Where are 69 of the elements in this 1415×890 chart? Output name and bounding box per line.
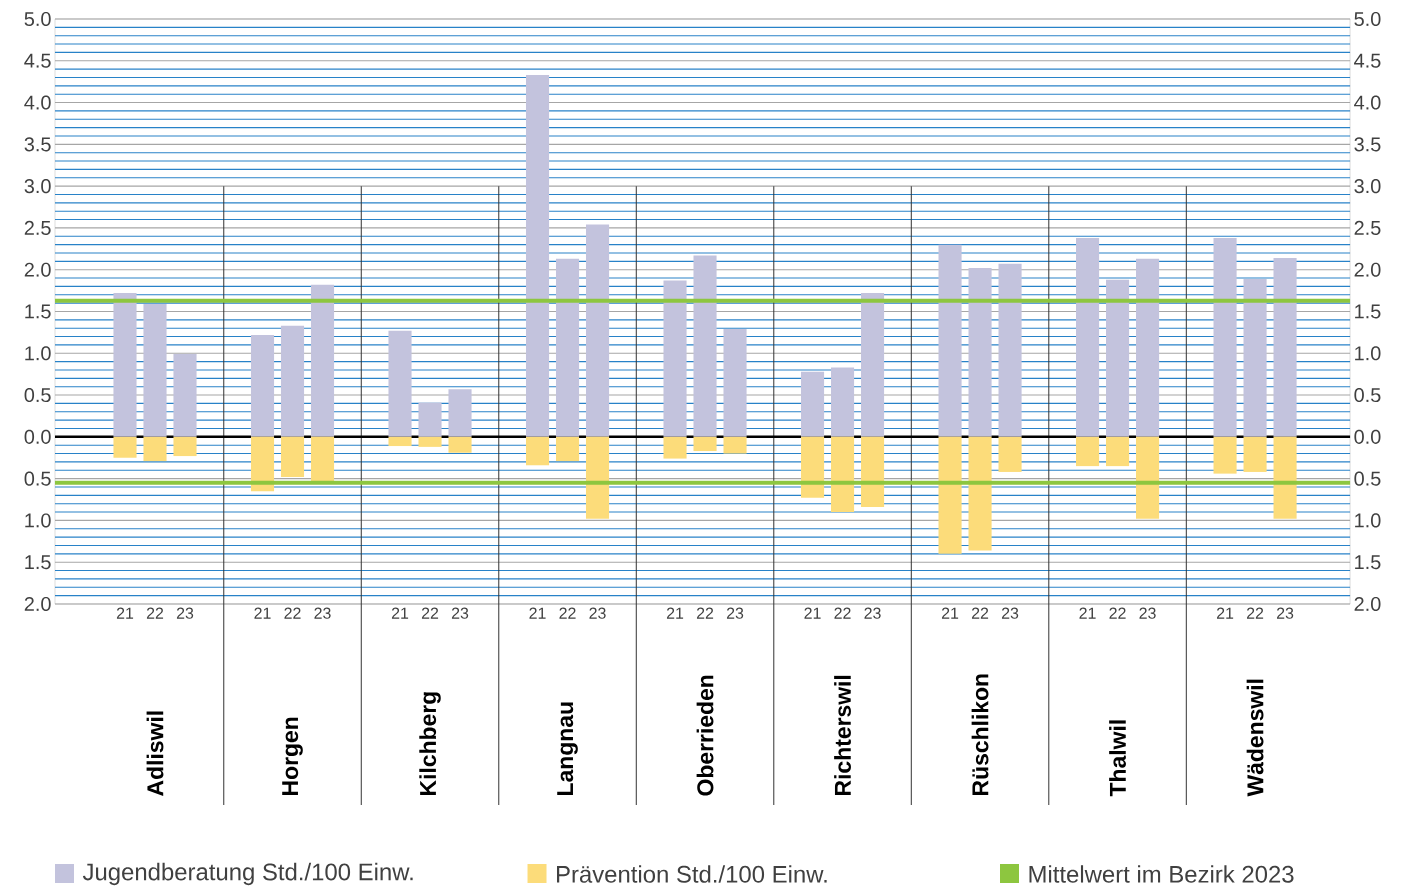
x-tick-label: 22 xyxy=(146,607,164,619)
y-tick-label: 0.0 xyxy=(24,429,51,444)
y2-tick-label: 1.0 xyxy=(1355,346,1381,361)
x-tick-label: 21 xyxy=(391,607,409,619)
x-tick-label: 21 xyxy=(1079,607,1096,619)
x-tick-label: 23 xyxy=(1001,607,1019,619)
y2-tick-label: 5.0 xyxy=(1354,11,1381,27)
text: Rüschlikon xyxy=(971,674,989,795)
x-tick-label: 23 xyxy=(314,607,331,619)
x-tick-label: 21 xyxy=(666,607,684,619)
y2-tick-label: 1.5 xyxy=(1355,555,1381,570)
x-tick-label: 21 xyxy=(529,607,546,619)
y-tick-label: 4.0 xyxy=(24,95,51,110)
text: Richterswil xyxy=(834,675,851,795)
y2-tick-label: 2.0 xyxy=(1354,596,1381,612)
x-tick-label: 23 xyxy=(726,607,744,619)
text: Thalwil xyxy=(1109,720,1126,797)
y-tick-label: 0.5 xyxy=(24,471,51,486)
legend-label: Jugendberatung Std./100 Einw. xyxy=(82,862,413,886)
y2-tick-label: 2.0 xyxy=(1354,262,1381,277)
x-tick-label: 21 xyxy=(1216,607,1234,619)
text: Kilchberg xyxy=(419,692,441,795)
x-tick-label: 22 xyxy=(284,607,301,619)
x-tick-label: 23 xyxy=(589,607,606,619)
x-tick-label: 22 xyxy=(559,607,576,619)
text: Langnau xyxy=(557,702,578,795)
text: Wädenswil xyxy=(1246,679,1264,797)
y-tick-label: 3.0 xyxy=(24,179,51,194)
x-tick-label: 21 xyxy=(116,607,134,619)
y2-tick-label: 2.5 xyxy=(1354,220,1381,235)
x-tick-label: 23 xyxy=(864,607,881,619)
y2-tick-label: 1.0 xyxy=(1355,513,1381,528)
x-tick-label: 22 xyxy=(421,607,439,619)
x-tick-label: 23 xyxy=(176,607,194,619)
y-tick-label: 0.5 xyxy=(24,388,51,403)
text: Oberrieden xyxy=(696,675,714,796)
y2-tick-label: 0.0 xyxy=(1354,429,1381,444)
y2-tick-label: 0.5 xyxy=(1354,471,1381,486)
x-tick-label: 22 xyxy=(834,607,851,619)
x-tick-label: 23 xyxy=(1276,607,1294,619)
x-tick-label: 22 xyxy=(1246,607,1264,619)
y-tick-label: 5.0 xyxy=(24,11,51,27)
y-tick-label: 4.5 xyxy=(24,53,51,68)
x-tick-label: 22 xyxy=(971,607,989,619)
x-tick-label: 21 xyxy=(941,607,959,619)
y-tick-label: 2.0 xyxy=(24,262,51,277)
y2-tick-label: 3.5 xyxy=(1354,137,1381,152)
y2-tick-label: 1.5 xyxy=(1355,304,1381,319)
text: Horgen xyxy=(282,717,303,795)
x-tick-label: 23 xyxy=(451,607,469,619)
y2-tick-label: 4.5 xyxy=(1354,53,1381,68)
x-tick-label: 21 xyxy=(254,607,271,619)
y-tick-label: 2.0 xyxy=(24,596,51,612)
x-tick-label: 21 xyxy=(804,607,821,619)
y-tick-label: 1.5 xyxy=(25,555,51,570)
y2-tick-label: 0.5 xyxy=(1354,388,1381,403)
x-tick-label: 23 xyxy=(1139,607,1156,619)
y2-tick-label: 3.0 xyxy=(1354,179,1381,194)
x-tick-label: 22 xyxy=(696,607,714,619)
y2-tick-label: 4.0 xyxy=(1354,95,1381,110)
legend-label: Prävention Std./100 Einw. xyxy=(557,865,827,883)
x-tick-label: 22 xyxy=(1109,607,1126,619)
y-tick-label: 1.0 xyxy=(25,346,51,361)
legend-label: Mittelwert im Bezirk 2023 xyxy=(1029,865,1294,883)
y-tick-label: 3.5 xyxy=(24,137,51,152)
y-tick-label: 2.5 xyxy=(24,220,51,235)
y-tick-label: 1.0 xyxy=(25,513,51,528)
y-tick-label: 1.5 xyxy=(25,304,51,319)
text: Adliswil xyxy=(146,711,164,796)
